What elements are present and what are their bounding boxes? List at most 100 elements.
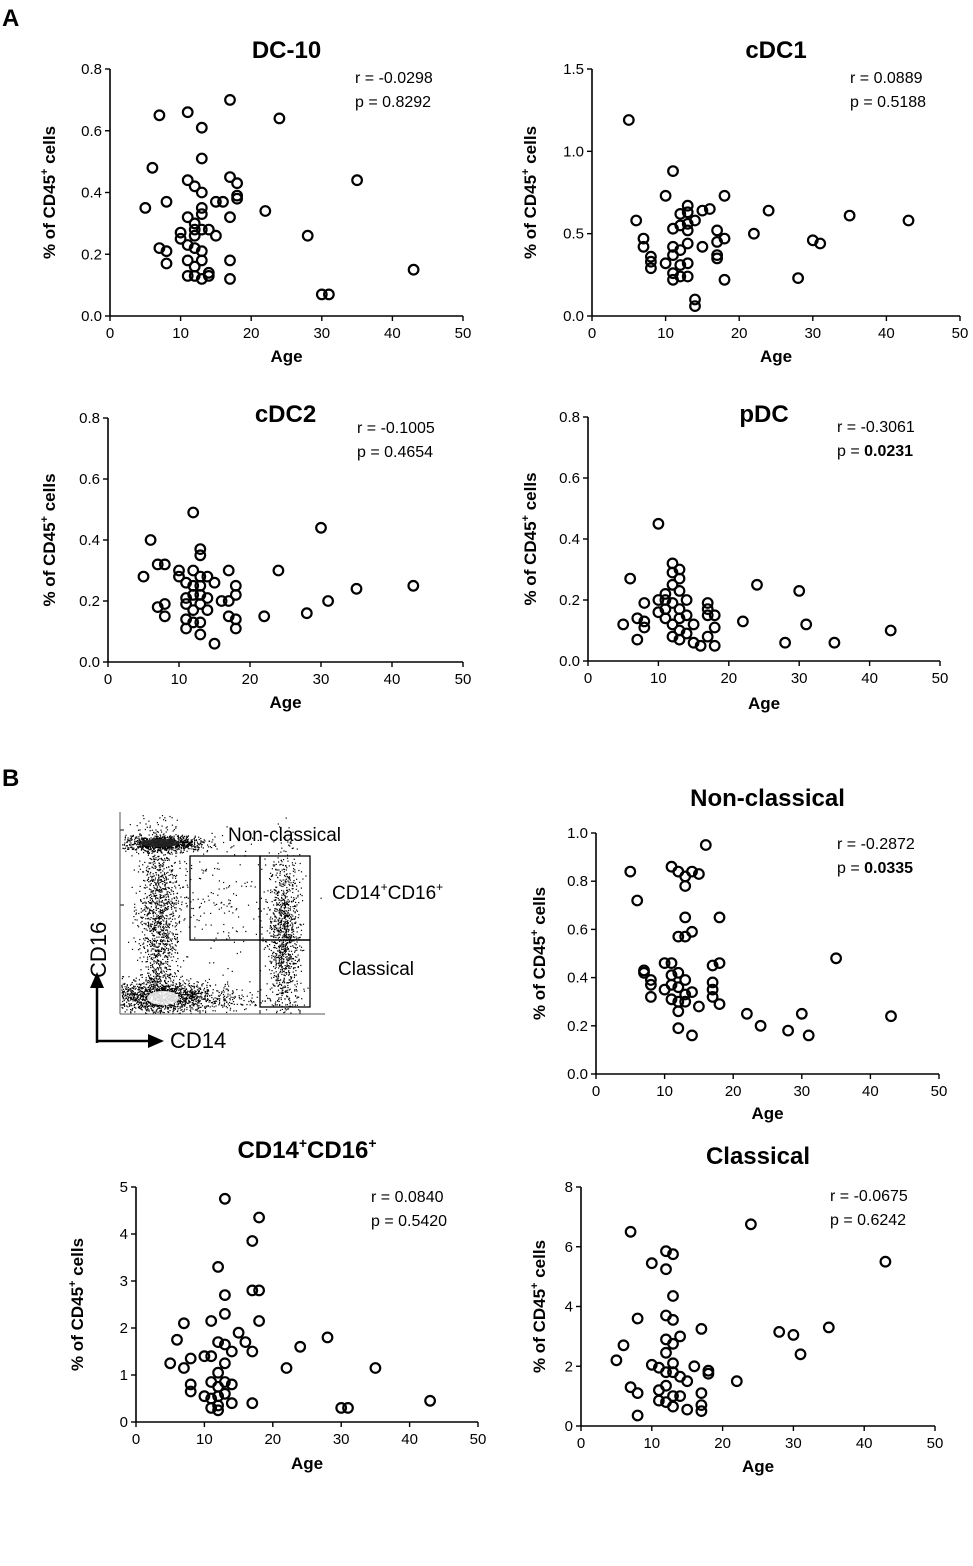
flow-event [249, 981, 251, 983]
flow-event [160, 962, 162, 964]
x-tick-label: 40 [856, 1435, 873, 1452]
flow-event [174, 991, 176, 993]
stat-p-cdc1: p = 0.5188 [850, 94, 926, 111]
flow-event [298, 937, 300, 939]
flow-event [148, 834, 150, 836]
flow-event [158, 879, 160, 882]
flow-event [155, 969, 157, 971]
flow-event [141, 1006, 143, 1008]
data-point [693, 1000, 705, 1013]
flow-event [280, 923, 282, 925]
flow-event [160, 1010, 162, 1012]
flow-event [162, 847, 164, 849]
flow-event [161, 831, 163, 833]
flow-event [289, 884, 291, 886]
flow-event [139, 993, 141, 996]
flow-event [139, 957, 141, 959]
flow-event [281, 899, 283, 901]
y-tick-label: 5 [120, 1179, 128, 1196]
flow-event [211, 841, 213, 843]
flow-event [223, 999, 225, 1001]
flow-event [129, 1003, 131, 1005]
flow-event [167, 850, 170, 852]
y-label-sup: + [520, 515, 532, 521]
flow-event [279, 910, 281, 913]
flow-event [170, 837, 172, 839]
flow-event [157, 846, 159, 848]
flow-event [162, 836, 164, 838]
flow-event [140, 835, 142, 837]
flow-event [201, 841, 203, 843]
flow-event [163, 910, 165, 912]
flow-event [275, 908, 277, 910]
flow-event [281, 956, 283, 958]
flow-event [281, 931, 283, 933]
flow-event [175, 827, 177, 829]
flow-event [284, 875, 286, 878]
flow-event [157, 959, 159, 961]
flow-event [164, 940, 166, 942]
flow-event [131, 948, 134, 950]
flow-event [181, 841, 183, 843]
flow-event [187, 956, 189, 958]
flow-event [140, 987, 143, 989]
flow-event [169, 969, 172, 971]
flow-event [176, 1006, 178, 1008]
flow-event [175, 899, 177, 901]
data-point [222, 610, 235, 623]
flow-event [151, 980, 154, 983]
flow-event [168, 918, 170, 920]
flow-event [281, 984, 283, 986]
flow-event [143, 938, 145, 940]
flow-event [139, 944, 142, 947]
y-tick-label: 0.2 [567, 1018, 588, 1035]
flow-event [166, 922, 168, 924]
flow-event [207, 981, 209, 984]
flow-event [158, 916, 161, 918]
flow-event [176, 844, 178, 846]
flow-event [289, 979, 291, 981]
flow-event [144, 850, 146, 852]
flow-event [166, 985, 168, 987]
flow-event [277, 892, 279, 894]
flow-event [158, 847, 160, 849]
flow-event [190, 985, 192, 987]
flow-event [144, 850, 147, 852]
flow-event [269, 932, 271, 934]
flow-event [164, 909, 166, 911]
data-point [665, 993, 678, 1006]
flow-event [134, 903, 136, 905]
flow-event [181, 994, 183, 996]
data-point [180, 622, 193, 635]
stat-r-cdc1: r = 0.0889 [850, 70, 923, 87]
flow-event [167, 961, 169, 963]
flow-event [141, 987, 143, 989]
stat-p-value: 0.8292 [382, 94, 431, 111]
data-point [294, 1340, 307, 1353]
data-point [323, 288, 335, 301]
data-point [342, 1401, 354, 1414]
flow-event [276, 927, 278, 929]
flow-event [285, 931, 288, 933]
flow-event [154, 879, 156, 881]
stat-r-intermediate: r = 0.0840 [371, 1189, 444, 1206]
flow-event [289, 1000, 291, 1002]
flow-event [281, 994, 283, 997]
flow-event [147, 901, 150, 903]
data-point [667, 1248, 679, 1261]
flow-event [132, 1000, 134, 1002]
flow-event [161, 865, 163, 867]
flow-event [162, 958, 164, 960]
flow-event [149, 989, 151, 991]
flow-event [280, 914, 282, 916]
flow-event [192, 995, 194, 997]
flow-event [128, 1000, 130, 1002]
flow-event [159, 918, 161, 920]
flow-event [150, 902, 152, 904]
flow-event [152, 873, 154, 875]
data-point [679, 974, 692, 986]
flow-event [283, 938, 285, 940]
flow-event [292, 962, 294, 964]
flow-event [129, 993, 131, 995]
flow-event [168, 852, 171, 854]
